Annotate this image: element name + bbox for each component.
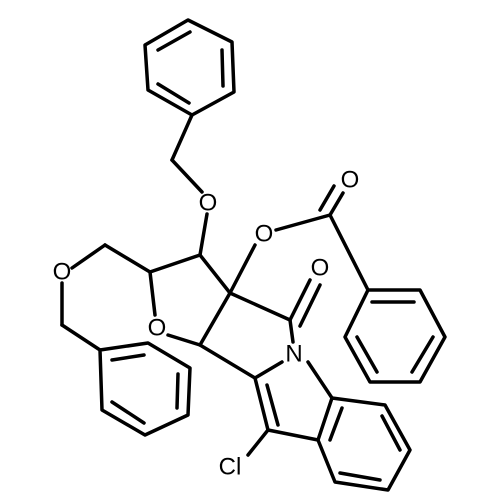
- bond: [166, 333, 202, 347]
- bond: [253, 376, 270, 432]
- atom-label: O: [199, 190, 218, 217]
- bond: [246, 428, 270, 457]
- bond: [198, 253, 232, 295]
- atom-labels: O O O O O O N Cl: [53, 167, 360, 481]
- bond: [410, 335, 435, 374]
- bond: [170, 113, 194, 162]
- bond: [288, 318, 295, 344]
- bond: [306, 360, 334, 400]
- bond: [355, 335, 379, 374]
- bond: [338, 471, 382, 482]
- atom-label: Cl: [219, 454, 242, 481]
- atom-label: O: [255, 221, 274, 248]
- bond: [198, 343, 257, 380]
- bond: [198, 291, 232, 347]
- bond: [274, 213, 332, 232]
- bond: [110, 400, 146, 425]
- bond: [266, 428, 320, 442]
- bond: [220, 48, 225, 88]
- bond: [328, 406, 344, 442]
- atom-label: O: [311, 255, 330, 282]
- bond: [148, 253, 202, 274]
- bond: [228, 243, 257, 295]
- bond: [253, 360, 284, 380]
- bond: [143, 18, 236, 117]
- bond: [103, 243, 152, 274]
- bond: [298, 283, 322, 328]
- atom-label: O: [148, 315, 167, 342]
- bond: [156, 82, 191, 105]
- bond: [60, 323, 102, 352]
- atom-label: N: [285, 341, 302, 368]
- bond: [328, 191, 345, 217]
- atom-label: O: [53, 259, 72, 286]
- bond: [265, 383, 280, 427]
- bond: [170, 158, 204, 194]
- bond: [228, 291, 292, 322]
- bond: [380, 414, 402, 452]
- bond: [148, 270, 157, 317]
- bond: [328, 213, 370, 292]
- bond: [70, 243, 107, 270]
- bond: [318, 184, 336, 212]
- bond: [316, 396, 412, 492]
- bond: [175, 372, 180, 410]
- bond: [98, 341, 192, 437]
- bond: [156, 30, 192, 52]
- bond: [110, 353, 146, 362]
- bonds: [60, 18, 447, 492]
- bond: [343, 288, 447, 384]
- bond: [198, 212, 209, 257]
- atom-label: O: [341, 167, 360, 194]
- bond: [288, 278, 312, 322]
